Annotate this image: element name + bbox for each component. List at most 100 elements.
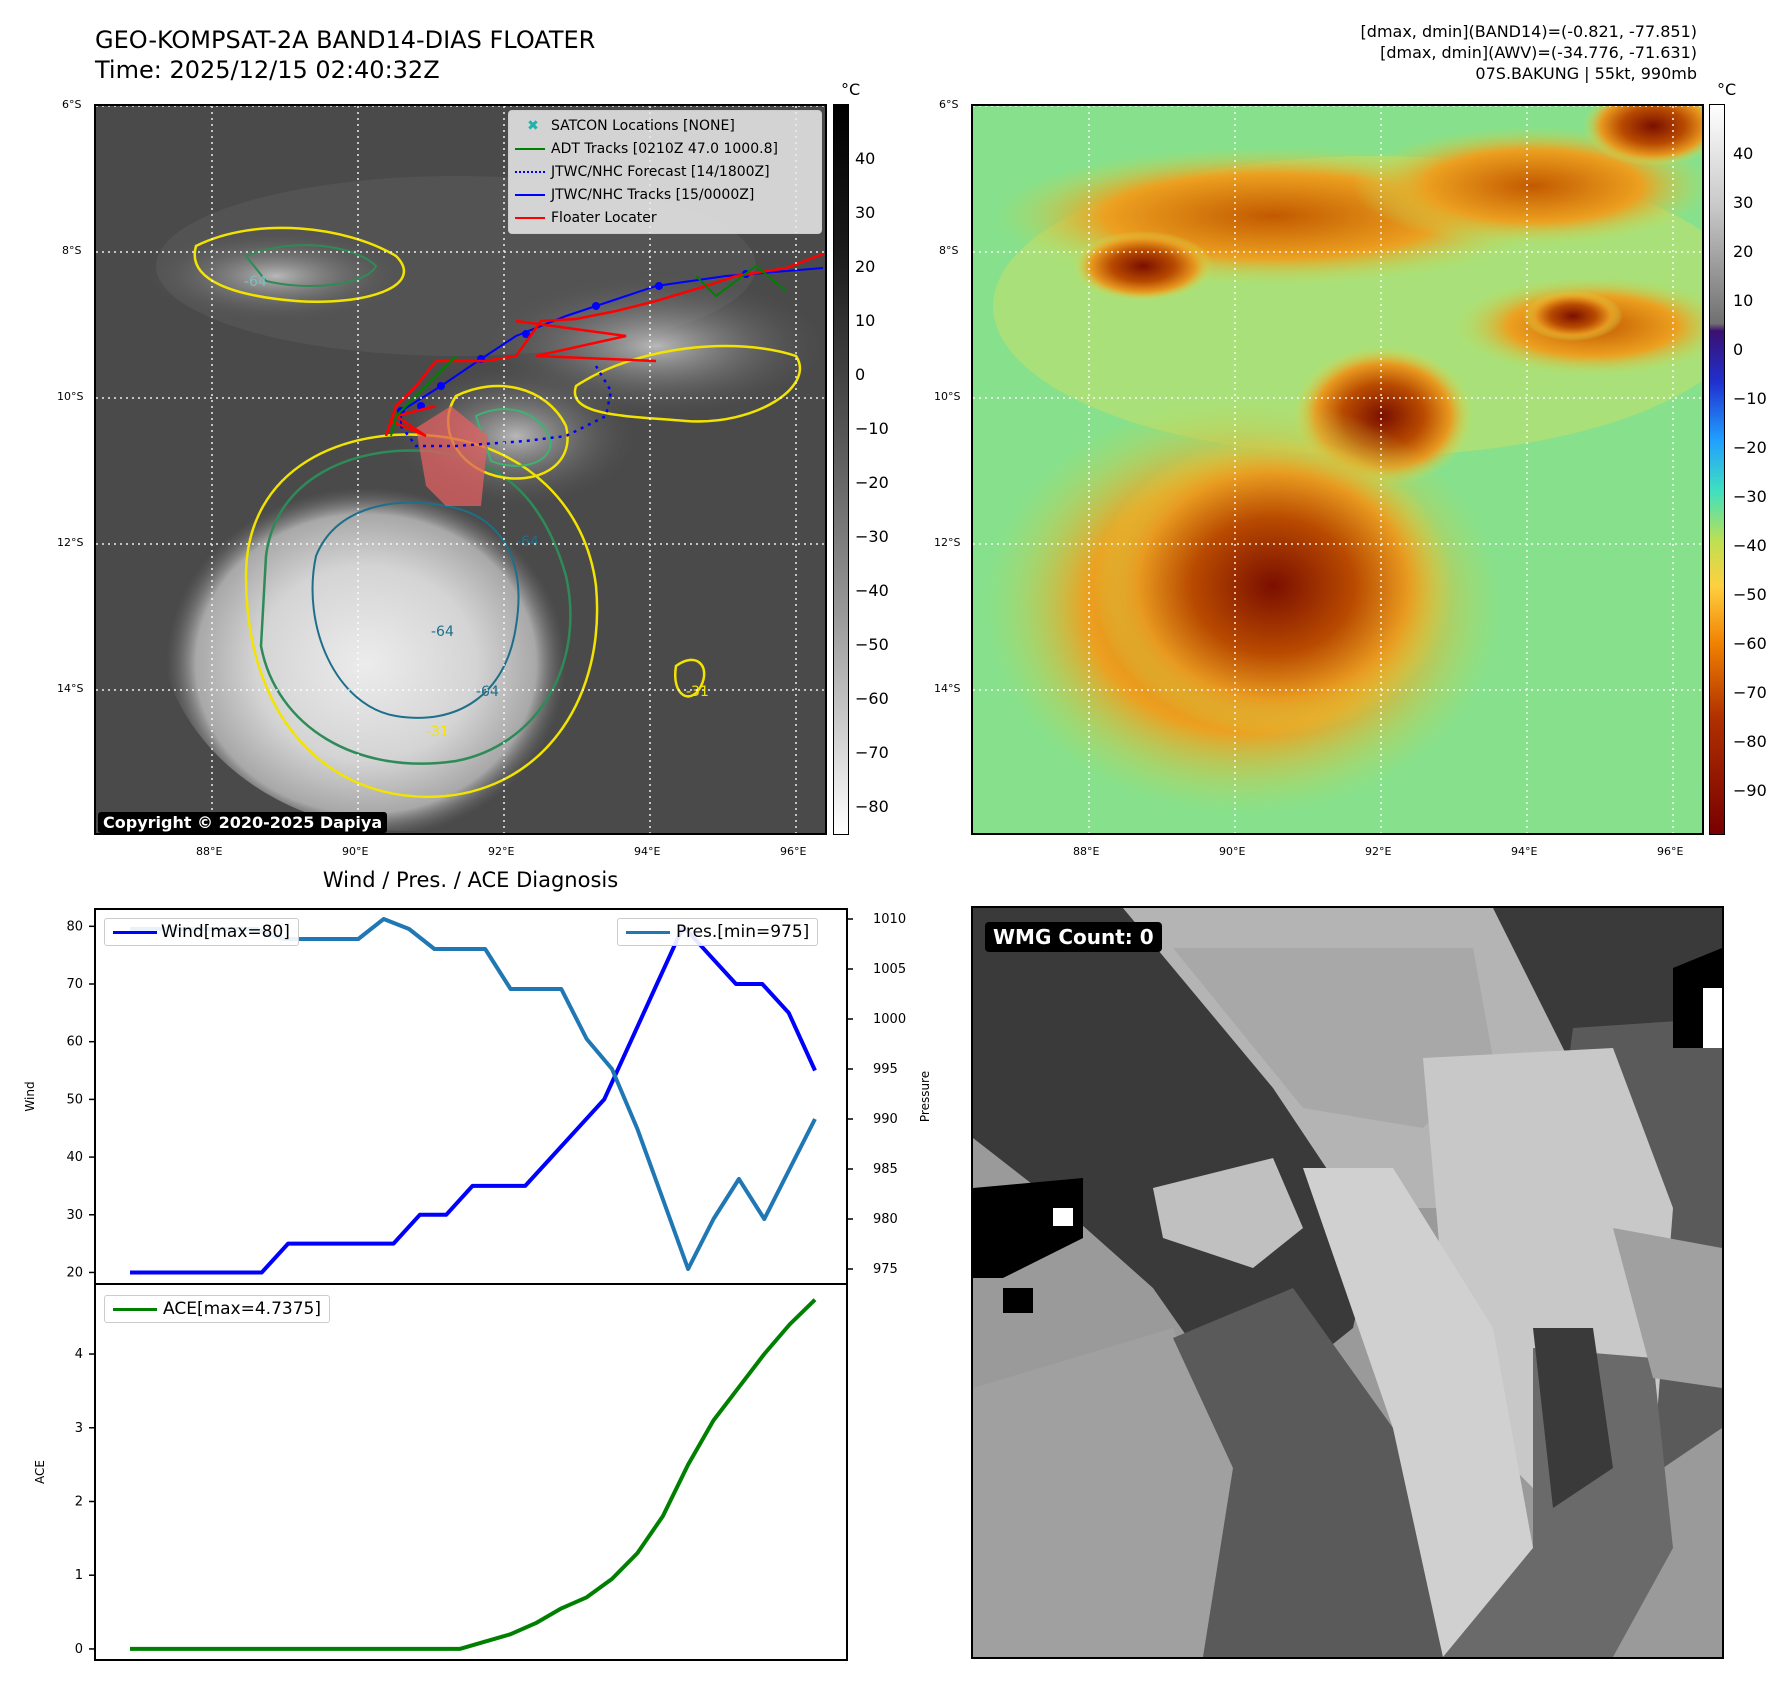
pressure-legend-label: Pres.[min=975] [676, 922, 810, 942]
lon-label: 92°E [488, 845, 515, 858]
wind-tick-label: 60 [66, 1035, 83, 1050]
colorbar-tick-label: 40 [1733, 144, 1754, 163]
dot-line-icon [515, 194, 545, 196]
wmg-panel: WMG Count: 0 [971, 906, 1724, 1659]
colorbar-tick-label: −90 [1733, 781, 1767, 800]
lon-label: 90°E [1219, 845, 1246, 858]
colorbar-tick-label: −30 [855, 527, 889, 546]
colorbar-tick-label: −40 [855, 581, 889, 600]
floater-locater [384, 252, 824, 437]
line-swatch-icon [626, 930, 670, 934]
legend-item-floater: Floater Locater [515, 207, 815, 230]
lon-label: 90°E [342, 845, 369, 858]
ace-tick-label: 3 [75, 1421, 83, 1436]
colorbar-tick-label: −40 [1733, 536, 1767, 555]
solid-line-icon [515, 217, 545, 219]
adt-track [695, 264, 787, 298]
colorbar-tick-label: −70 [855, 743, 889, 762]
x-marker-icon: ✖ [527, 118, 539, 134]
ace-tick-label: 4 [75, 1347, 83, 1362]
color-colorbar [1709, 104, 1725, 835]
figure-title: GEO-KOMPSAT-2A BAND14-DIAS FLOATER [95, 26, 596, 54]
lat-label: 12°S [57, 536, 84, 549]
colorbar-tick-label: −50 [855, 635, 889, 654]
wind-legend: Wind[max=80] [104, 918, 299, 946]
line-swatch-icon [113, 930, 157, 934]
info-storm: 07S.BAKUNG | 55kt, 990mb [1475, 64, 1697, 83]
color-colorbar-unit: °C [1717, 80, 1737, 99]
lon-label: 88°E [1073, 845, 1100, 858]
lat-label: 10°S [57, 390, 84, 403]
pressure-tick-label: 975 [873, 1262, 898, 1277]
lat-label: 10°S [934, 390, 961, 403]
lon-label: 94°E [634, 845, 661, 858]
info-band14: [dmax, dmin](BAND14)=(-0.821, -77.851) [1360, 22, 1697, 41]
ace-axis-label: ACE [33, 1460, 47, 1484]
map-gridlines [973, 106, 1702, 833]
colorbar-tick-label: −20 [855, 473, 889, 492]
lat-label: 14°S [57, 682, 84, 695]
wind-tick-label: 30 [66, 1208, 83, 1223]
ace-series-line [130, 1298, 817, 1651]
colorbar-tick-label: −80 [1733, 732, 1767, 751]
wind-tick-label: 50 [66, 1092, 83, 1107]
ace-tick-label: 1 [75, 1568, 83, 1583]
awv-map-panel [971, 104, 1704, 835]
wmg-count-badge: WMG Count: 0 [985, 922, 1162, 952]
colorbar-tick-label: −30 [1733, 487, 1767, 506]
colorbar-tick-label: 30 [1733, 193, 1754, 212]
ace-tick-label: 2 [75, 1494, 83, 1509]
contour-label: -64 [476, 684, 499, 700]
line-swatch-icon [113, 1307, 157, 1311]
lat-label: 6°S [62, 98, 82, 111]
wind-tick-label: 40 [66, 1150, 83, 1165]
colorbar-tick-label: 10 [1733, 291, 1754, 310]
colorbar-tick-label: 0 [855, 365, 866, 384]
info-awv: [dmax, dmin](AWV)=(-34.776, -71.631) [1380, 43, 1697, 62]
dotted-line-icon [515, 171, 545, 173]
contour-label: -64 [431, 624, 454, 640]
figure-time: Time: 2025/12/15 02:40:32Z [95, 56, 440, 84]
pressure-series-line [130, 917, 817, 1271]
colorbar-tick-label: 40 [855, 149, 876, 168]
gray-colorbar [833, 104, 849, 835]
legend-item-adt: ADT Tracks [0210Z 47.0 1000.8] [515, 138, 815, 161]
colorbar-tick-label: 10 [855, 311, 876, 330]
ace-legend-label: ACE[max=4.7375] [163, 1299, 321, 1319]
lon-label: 92°E [1365, 845, 1392, 858]
copyright-badge: Copyright © 2020-2025 Dapiya [98, 812, 388, 833]
colorbar-tick-label: −60 [1733, 634, 1767, 653]
ace-legend: ACE[max=4.7375] [104, 1295, 330, 1323]
pressure-tick-label: 1005 [873, 962, 906, 977]
colorbar-tick-label: −50 [1733, 585, 1767, 604]
wind-pressure-axes [94, 908, 848, 1285]
awv-map [973, 106, 1702, 833]
pressure-tick-label: 995 [873, 1062, 898, 1077]
pressure-axis-label: Pressure [918, 1071, 932, 1122]
wind-legend-label: Wind[max=80] [161, 922, 290, 942]
map-legend: ✖ SATCON Locations [NONE] ADT Tracks [021… [508, 110, 822, 234]
pressure-tick-label: 990 [873, 1112, 898, 1127]
colorbar-tick-label: −70 [1733, 683, 1767, 702]
wind-tick-label: 80 [66, 919, 83, 934]
lon-label: 94°E [1511, 845, 1538, 858]
wind-tick-label: 70 [66, 977, 83, 992]
floater-area [416, 406, 488, 506]
jtwc-forecast [400, 365, 613, 448]
pressure-tick-label: 1010 [873, 912, 906, 927]
legend-item-tracks: JTWC/NHC Tracks [15/0000Z] [515, 184, 815, 207]
pressure-tick-label: 985 [873, 1162, 898, 1177]
colorbar-tick-label: −80 [855, 797, 889, 816]
lat-label: 8°S [62, 244, 82, 257]
contour-label: -31 [686, 684, 709, 700]
lat-label: 6°S [939, 98, 959, 111]
lon-label: 96°E [780, 845, 807, 858]
colorbar-tick-label: −10 [1733, 389, 1767, 408]
solid-line-icon [515, 148, 545, 150]
colorbar-tick-label: −10 [855, 419, 889, 438]
pressure-legend: Pres.[min=975] [617, 918, 819, 946]
wind-axis-label: Wind [23, 1081, 37, 1111]
colorbar-tick-label: 0 [1733, 340, 1744, 359]
lon-label: 96°E [1657, 845, 1684, 858]
legend-item-forecast: JTWC/NHC Forecast [14/1800Z] [515, 161, 815, 184]
